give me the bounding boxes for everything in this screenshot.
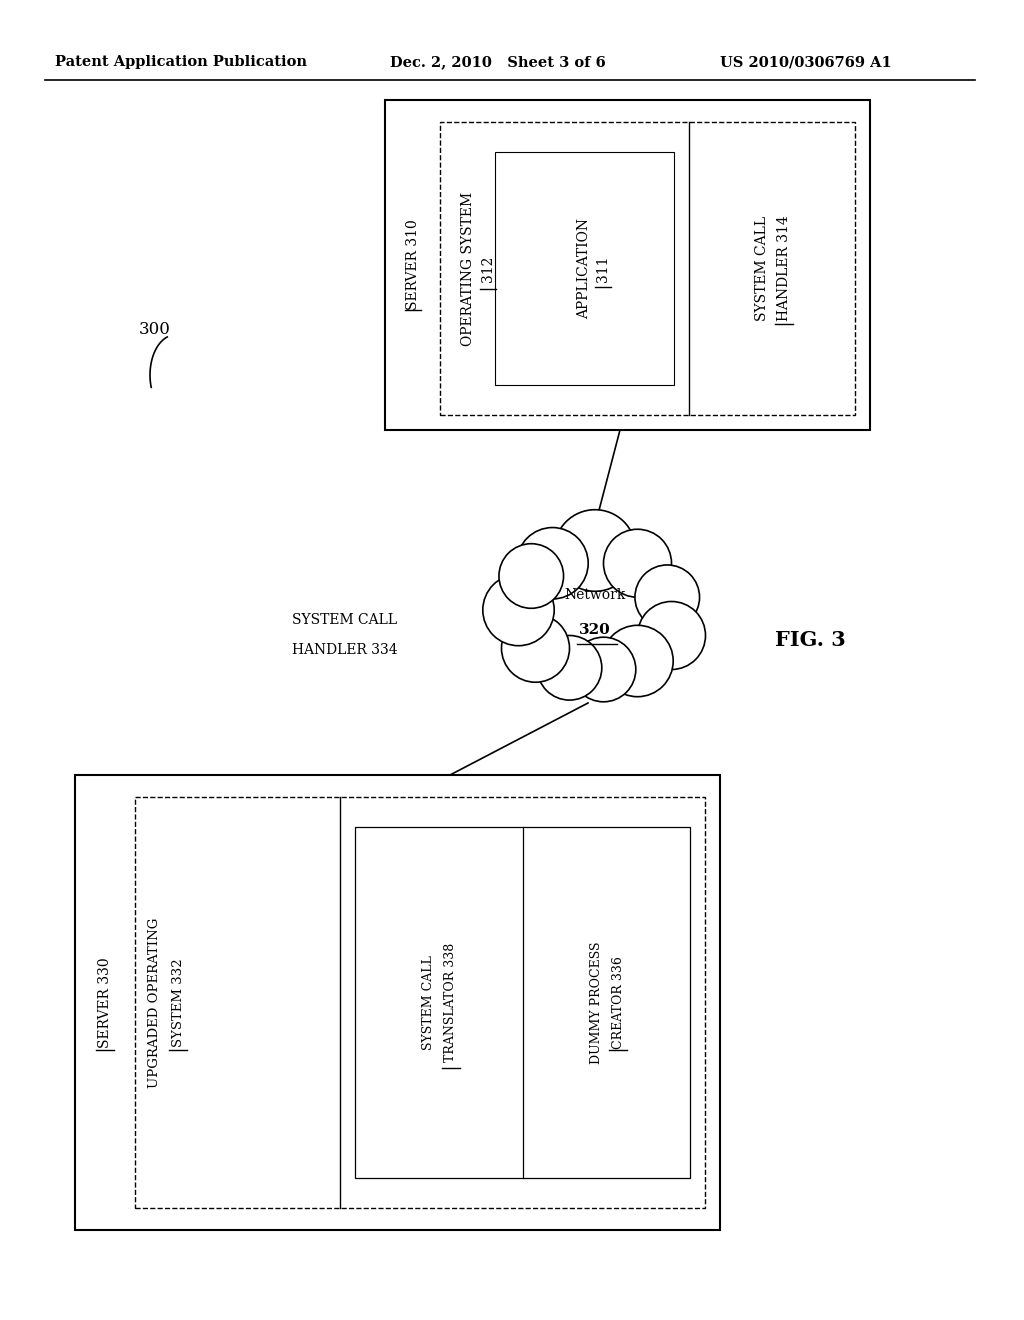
Text: SERVER 330: SERVER 330	[98, 957, 112, 1048]
Text: Network: Network	[564, 587, 626, 602]
Text: 311: 311	[596, 255, 609, 281]
Circle shape	[499, 544, 563, 609]
Text: UPGRADED OPERATING: UPGRADED OPERATING	[148, 917, 162, 1088]
Text: SYSTEM 332: SYSTEM 332	[171, 958, 184, 1047]
Circle shape	[638, 602, 706, 669]
Ellipse shape	[510, 537, 680, 682]
Circle shape	[602, 626, 673, 697]
Circle shape	[502, 614, 569, 682]
Circle shape	[538, 635, 602, 700]
Text: TRANSLATOR 338: TRANSLATOR 338	[444, 942, 458, 1063]
Text: Patent Application Publication: Patent Application Publication	[55, 55, 307, 69]
Circle shape	[517, 528, 588, 599]
Text: FIG. 3: FIG. 3	[774, 630, 846, 649]
Text: 300: 300	[139, 322, 171, 338]
Bar	[385, 100, 870, 430]
Circle shape	[554, 510, 636, 591]
Text: SYSTEM CALL: SYSTEM CALL	[755, 216, 769, 321]
Text: DUMMY PROCESS: DUMMY PROCESS	[590, 941, 603, 1064]
Text: 312: 312	[481, 255, 495, 281]
Text: 320: 320	[580, 623, 611, 638]
Text: SYSTEM CALL: SYSTEM CALL	[293, 612, 397, 627]
Circle shape	[635, 565, 699, 630]
Bar	[135, 797, 705, 1208]
Bar	[440, 121, 855, 414]
Bar	[75, 775, 720, 1230]
Bar	[355, 828, 690, 1177]
Text: HANDLER 314: HANDLER 314	[777, 215, 791, 321]
Bar	[495, 152, 674, 385]
Text: SERVER 310: SERVER 310	[406, 219, 420, 310]
Text: CREATOR 336: CREATOR 336	[611, 956, 625, 1049]
Text: US 2010/0306769 A1: US 2010/0306769 A1	[720, 55, 892, 69]
Circle shape	[571, 638, 636, 702]
Circle shape	[482, 574, 554, 645]
Text: Dec. 2, 2010   Sheet 3 of 6: Dec. 2, 2010 Sheet 3 of 6	[390, 55, 606, 69]
Text: OPERATING SYSTEM: OPERATING SYSTEM	[461, 191, 475, 346]
Text: SYSTEM CALL: SYSTEM CALL	[422, 956, 435, 1049]
Circle shape	[603, 529, 672, 597]
Text: APPLICATION: APPLICATION	[578, 218, 592, 319]
Text: HANDLER 334: HANDLER 334	[292, 643, 397, 657]
